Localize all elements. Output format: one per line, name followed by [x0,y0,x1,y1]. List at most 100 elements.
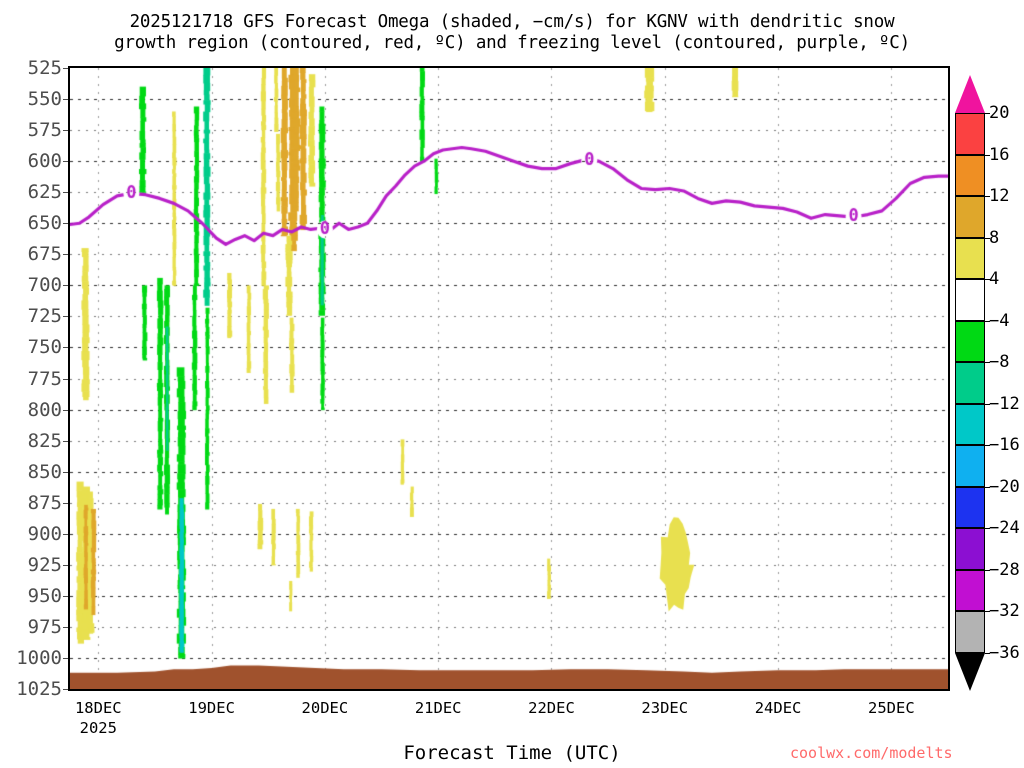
colorbar-tick-mark [985,237,990,239]
y-tick-label: 750 [27,336,62,359]
colorbar-tick-label: −20 [989,476,1020,497]
y-tick-label: 825 [27,429,62,452]
colorbar-band [955,320,985,362]
colorbar-tick-label: 12 [989,186,1010,206]
colorbar-tick-label: −28 [989,559,1020,580]
y-tick-label: 1000 [16,646,62,669]
colorbar-tick-mark [985,569,990,571]
y-tick-mark [63,254,68,256]
x-tick-label: 21DEC [414,699,462,717]
y-tick-mark [63,564,68,566]
colorbar-tick-mark [985,320,990,322]
colorbar-band [955,528,985,570]
y-tick-mark [63,502,68,504]
watermark: coolwx.com/modelts [790,744,953,762]
colorbar-tick-mark [985,196,990,197]
colorbar-tick-label: −12 [989,393,1020,414]
colorbar-tick-label: 4 [989,269,1000,289]
colorbar-tick-mark [985,154,990,156]
x-tick-label: 19DEC [188,699,235,717]
y-tick-label: 925 [27,553,62,576]
colorbar-tick-mark [985,279,990,280]
x-tick-label: 24DEC [754,699,802,717]
x-tick-label: 25DEC [868,699,915,717]
y-tick-label: 950 [27,584,62,607]
y-tick-label: 650 [27,212,62,235]
colorbar-band [955,154,985,196]
y-tick-label: 600 [27,150,62,173]
y-tick-label: 550 [27,88,62,111]
y-tick-mark [63,689,68,690]
y-tick-label: 975 [27,615,62,638]
colorbar-tick-label: 20 [989,103,1010,123]
colorbar-band [955,486,985,528]
colorbar-tick-label: −32 [989,601,1020,621]
colorbar-band [955,569,985,611]
y-tick-mark [63,130,68,132]
colorbar-band [955,362,985,404]
y-tick-mark [63,161,68,163]
y-tick-mark [63,316,68,318]
colorbar-band [955,403,985,445]
colorbar-tick-mark [985,486,990,488]
y-tick-mark [63,378,68,380]
colorbar-band [955,611,985,653]
y-tick-mark [63,68,68,69]
y-tick-mark [63,192,68,194]
colorbar-tick-label: 8 [989,227,1000,248]
y-tick-label: 700 [27,274,62,297]
plot-area [68,66,950,691]
y-tick-mark [63,347,68,349]
colorbar-tick-mark [985,445,990,446]
y-tick-mark [63,99,68,101]
y-tick-label: 775 [27,367,62,390]
y-tick-label: 1025 [16,678,62,700]
y-tick-label: 875 [27,491,62,514]
colorbar-tick-label: −16 [989,435,1020,455]
colorbar-tick-mark [985,652,990,654]
colorbar-under-arrow [955,652,985,691]
y-tick-label: 725 [27,305,62,328]
colorbar: 20 16 12 8 4 −4 −8 −12 −16 −20 −24 −28 −32 −36 [955,75,1020,695]
y-tick-label: 525 [27,57,62,79]
y-tick-mark [63,595,68,597]
chart-title-line2: growth region (contoured, red, ºC) and f… [114,33,910,53]
colorbar-tick-mark [985,528,990,529]
y-tick-label: 675 [27,243,62,266]
y-tick-label: 625 [27,181,62,204]
y-tick-mark [63,471,68,473]
y-tick-label: 800 [27,398,62,421]
colorbar-tick-label: 16 [989,144,1010,165]
x-axis-title: Forecast Time (UTC) [403,742,621,764]
y-tick-label: 575 [27,119,62,142]
y-tick-mark [63,440,68,442]
colorbar-band [955,196,985,238]
y-tick-mark [63,409,68,411]
colorbar-over-arrow [955,75,985,113]
colorbar-tick-label: −8 [989,352,1010,372]
colorbar-tick-label: −36 [989,642,1020,663]
colorbar-band [955,113,985,155]
x-tick-label: 22DEC [528,699,575,717]
y-tick-mark [63,657,68,659]
colorbar-tick-mark [985,611,990,612]
colorbar-band [955,279,985,321]
y-tick-mark [63,533,68,535]
colorbar-tick-mark [985,403,990,405]
y-tick-mark [63,626,68,628]
x-axis-year-label: 2025 [79,719,117,737]
colorbar-band [955,445,985,487]
y-tick-label: 900 [27,522,62,545]
x-tick-label: 20DEC [301,699,349,717]
colorbar-tick-mark [985,113,990,114]
x-tick-label: 18DEC [74,699,122,717]
colorbar-tick-label: −4 [989,310,1010,331]
colorbar-band [955,237,985,279]
x-tick-label: 23DEC [641,699,689,717]
y-tick-mark [63,285,68,287]
colorbar-tick-mark [985,362,990,363]
y-tick-mark [63,223,68,225]
chart-title-line1: 2025121718 GFS Forecast Omega (shaded, −… [129,12,895,32]
y-tick-label: 850 [27,460,62,483]
